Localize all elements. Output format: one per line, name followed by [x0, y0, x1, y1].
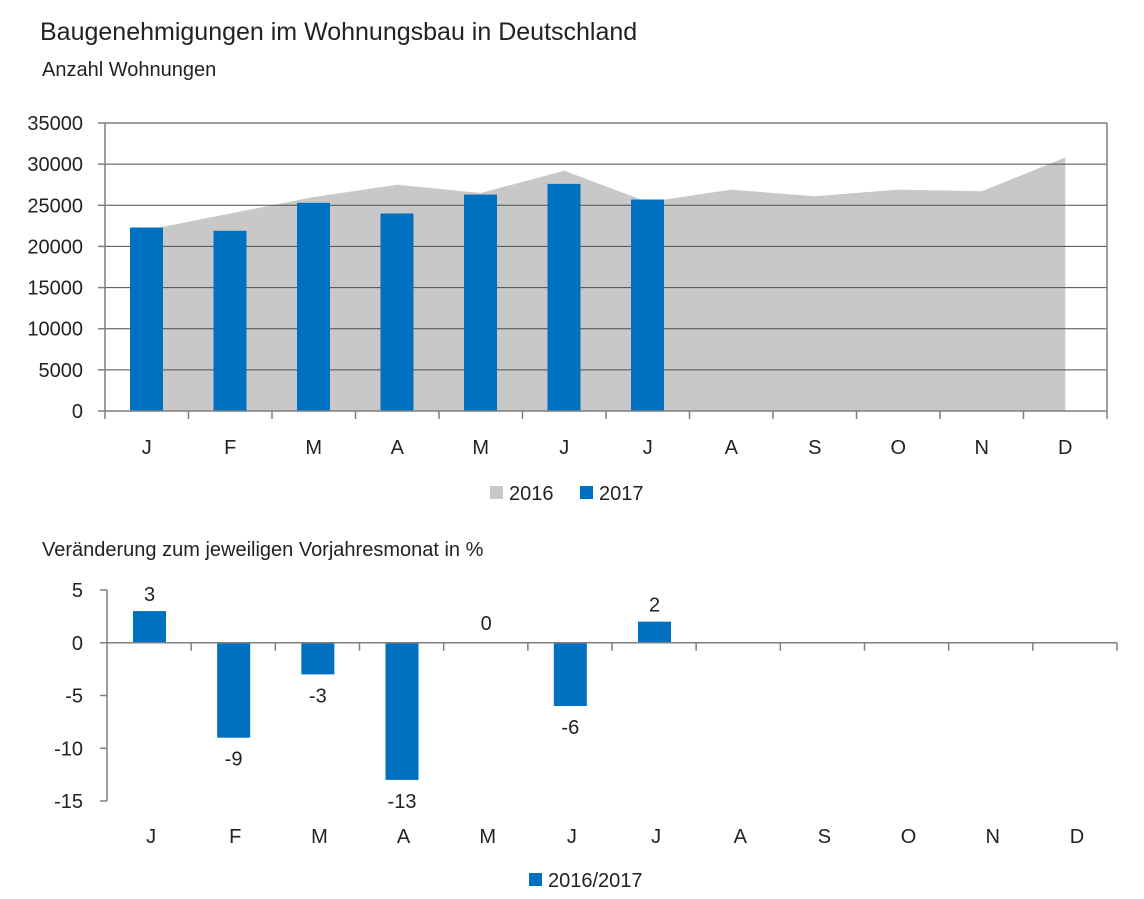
data-label: -13: [388, 791, 417, 813]
data-label: -9: [225, 749, 243, 771]
y-tick-label: 35000: [27, 113, 83, 135]
y-tick-label: -5: [65, 686, 83, 708]
bar-change: [638, 621, 671, 643]
top-chart: 35000 30000 25000 20000 15000 10000 5000 0 J F M A M…: [27, 113, 1108, 505]
x-tick-label: O: [901, 826, 917, 848]
legend-label-2017: 2017: [599, 483, 644, 505]
bar-change: [133, 611, 166, 643]
x-tick-label: J: [651, 826, 661, 848]
x-tick-label: J: [146, 826, 156, 848]
chart-subtitle: Anzahl Wohnungen: [42, 59, 216, 81]
y-tick-label: 0: [72, 401, 83, 423]
legend-swatch-2016: [490, 486, 503, 499]
bar-change: [217, 642, 251, 738]
x-tick-label: N: [975, 437, 989, 459]
x-tick-label: F: [224, 437, 236, 459]
data-label: -3: [309, 685, 327, 707]
legend-label-2016: 2016: [509, 483, 554, 505]
y-tick-label: -15: [54, 791, 83, 813]
bar-2017: [547, 183, 581, 411]
area-series-2016: [146, 157, 1066, 411]
x-tick-label: M: [305, 437, 322, 459]
data-label: 0: [481, 613, 492, 635]
bottom-chart: 5 0 -5 -10 -15 3 -9 -3 -13 0 -6 2 J F M A M J J A S O N D 2016/2…: [54, 580, 1118, 892]
bar-change: [553, 642, 587, 707]
y-tick-label: 5000: [39, 360, 84, 382]
legend-swatch-2017: [580, 486, 593, 499]
bar-2017: [380, 213, 414, 411]
bar-change: [385, 642, 419, 780]
x-tick-label: D: [1058, 437, 1072, 459]
bar-2017: [297, 202, 330, 411]
bar-2017: [631, 199, 664, 411]
data-label: -6: [561, 717, 579, 739]
data-label: 3: [144, 584, 155, 606]
bar-2017: [464, 194, 497, 411]
x-tick-label: J: [142, 437, 152, 459]
chart-title: Baugenehmigungen im Wohnungsbau in Deuts…: [40, 18, 637, 46]
x-tick-label: A: [725, 437, 739, 459]
bar-2017: [130, 227, 163, 411]
x-tick-label: N: [986, 826, 1000, 848]
y-tick-label: 30000: [27, 154, 83, 176]
bar-change: [301, 642, 335, 675]
y-tick-label: 5: [72, 580, 83, 602]
x-tick-label: D: [1070, 826, 1084, 848]
x-tick-label: J: [559, 437, 569, 459]
y-tick-label: 20000: [27, 236, 83, 258]
bar-2017: [213, 230, 247, 411]
x-tick-label: A: [397, 826, 411, 848]
second-chart-title: Veränderung zum jeweiligen Vorjahresmona…: [42, 539, 484, 561]
legend-swatch-change: [529, 873, 542, 886]
x-tick-label: J: [643, 437, 653, 459]
x-tick-label: F: [229, 826, 241, 848]
x-tick-label: S: [808, 437, 821, 459]
x-tick-label: A: [734, 826, 748, 848]
y-tick-label: -10: [54, 738, 83, 760]
x-tick-label: J: [567, 826, 577, 848]
data-label: 2: [649, 595, 660, 617]
legend-label-change: 2016/2017: [548, 870, 643, 892]
x-tick-label: M: [472, 437, 489, 459]
x-tick-label: M: [479, 826, 496, 848]
y-tick-label: 0: [72, 633, 83, 655]
x-tick-label: M: [311, 826, 328, 848]
x-tick-label: A: [391, 437, 405, 459]
x-tick-label: O: [890, 437, 906, 459]
y-tick-label: 25000: [27, 195, 83, 217]
y-tick-label: 15000: [27, 278, 83, 300]
y-tick-label: 10000: [27, 319, 83, 341]
x-tick-label: S: [818, 826, 831, 848]
